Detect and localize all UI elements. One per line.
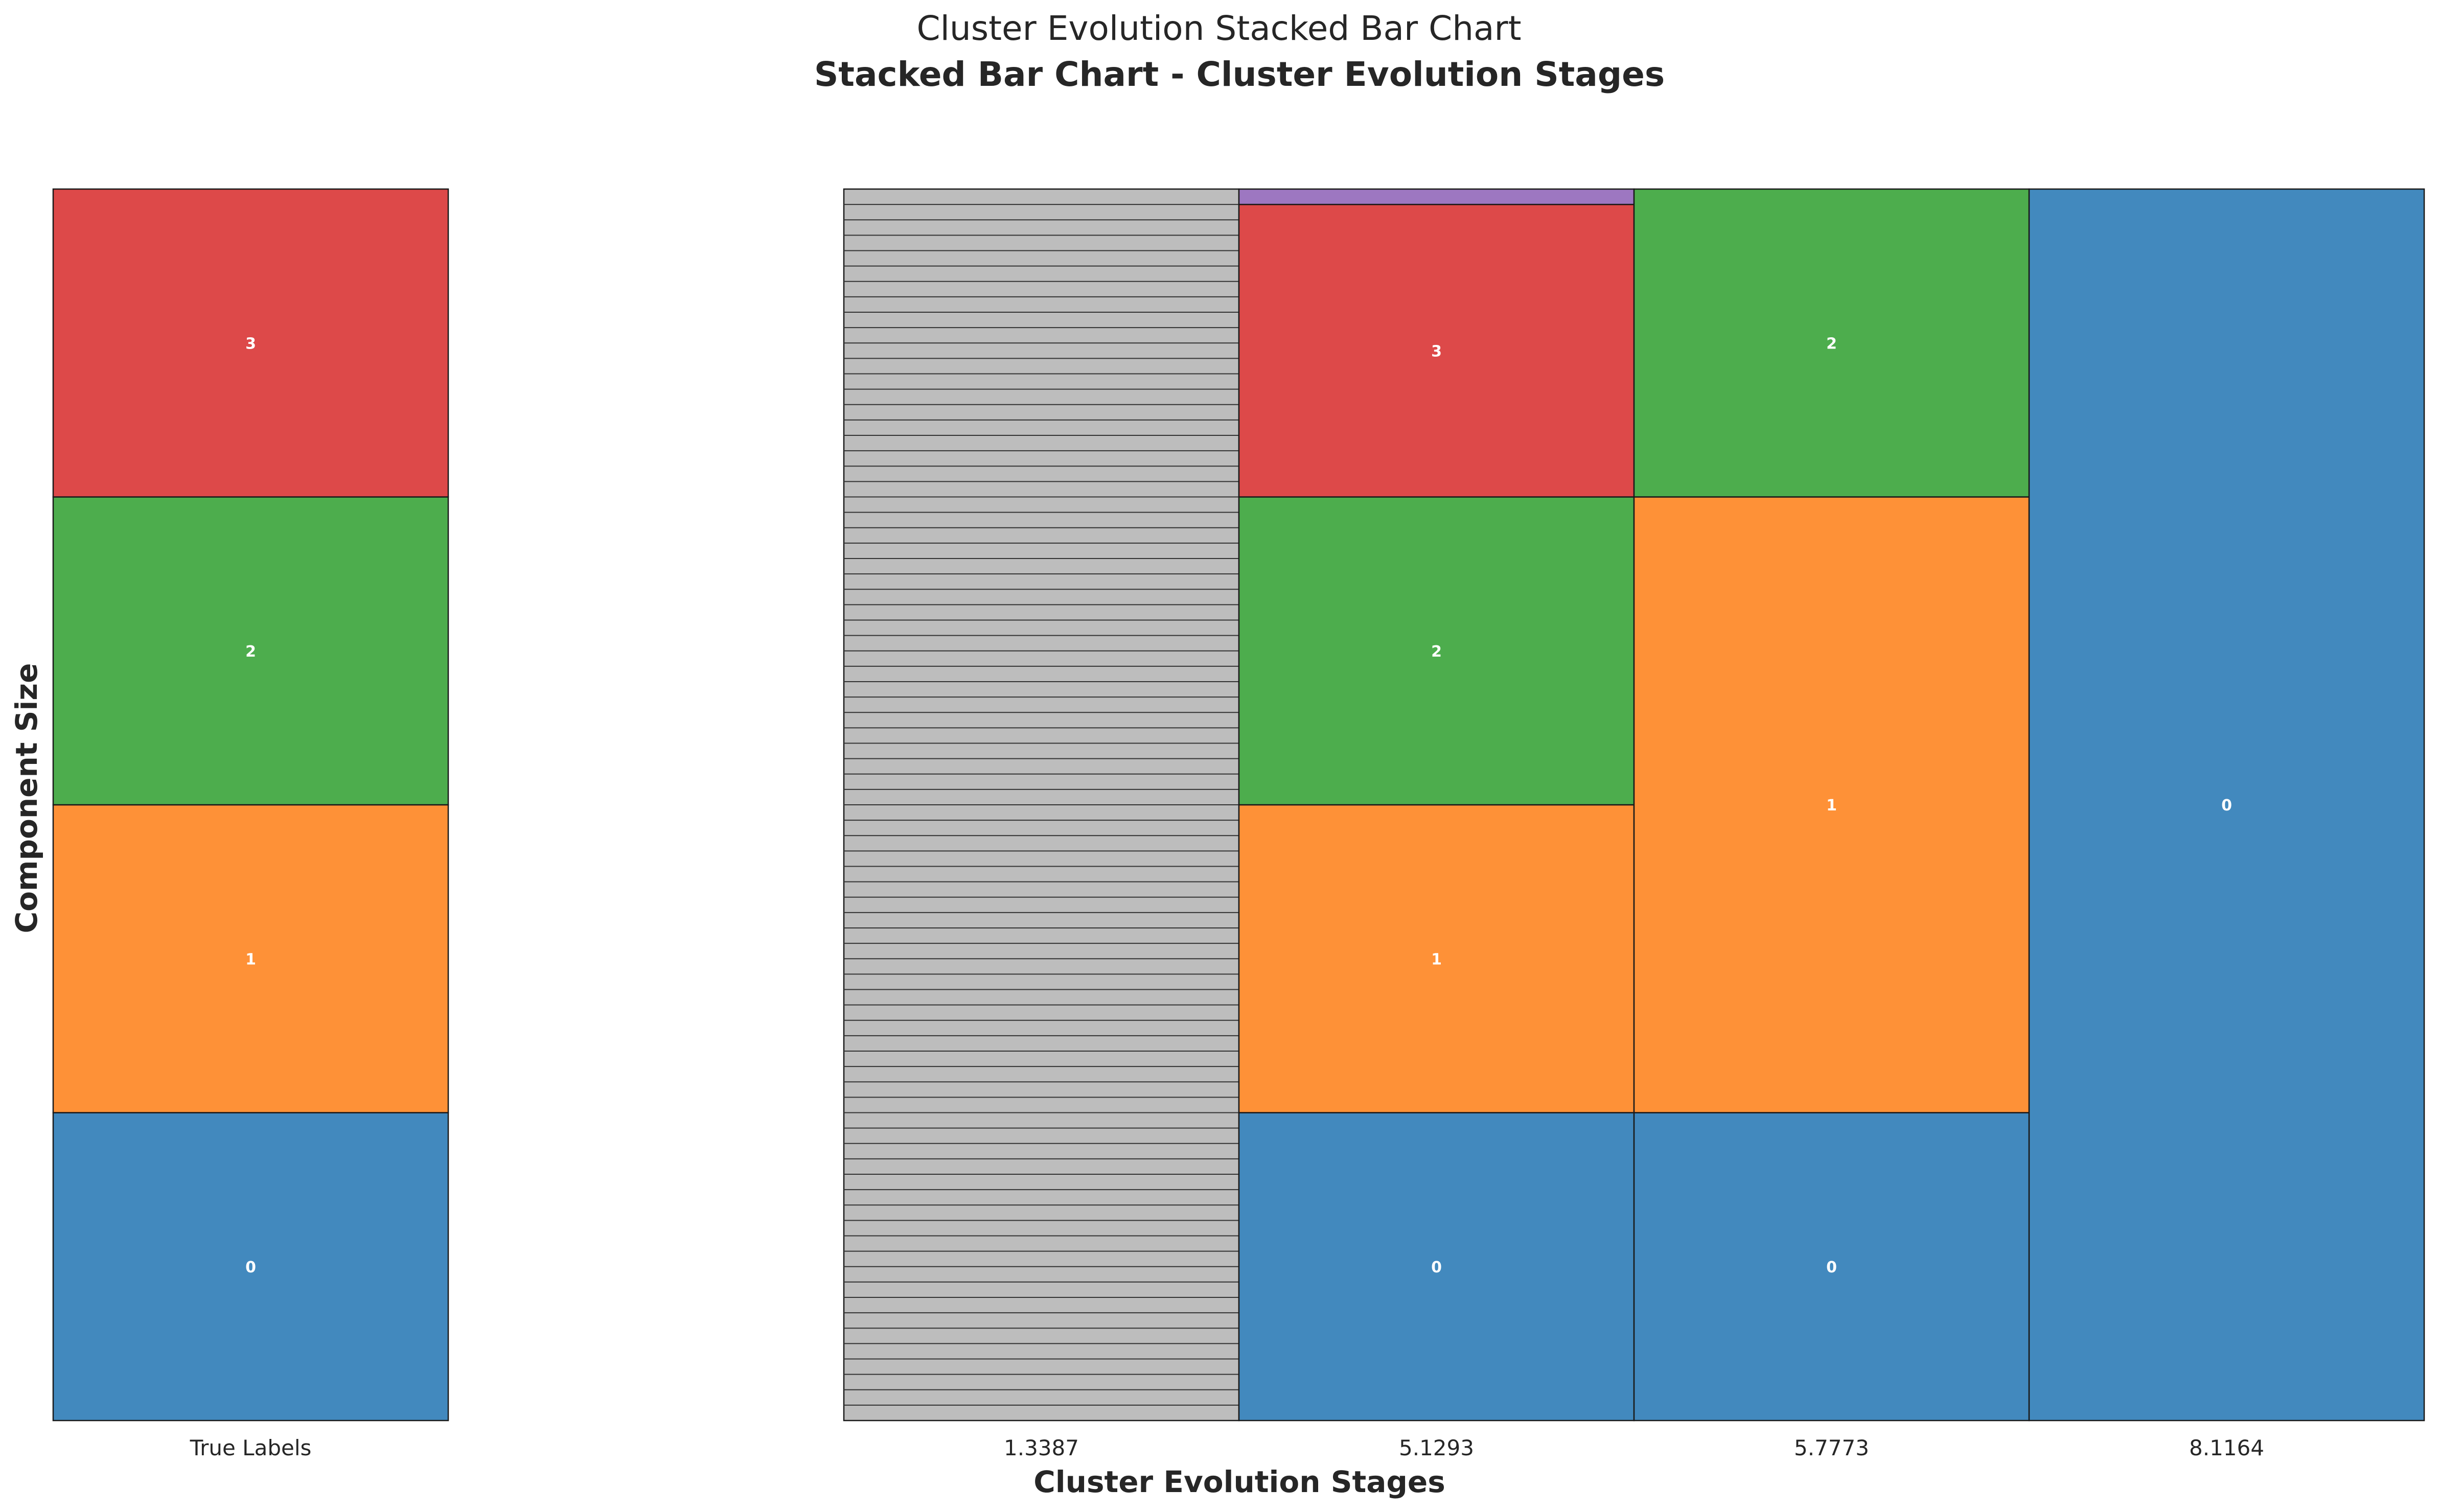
segment-label: 1 (245, 950, 256, 968)
segment-label: 3 (245, 335, 256, 353)
x-tick-label: 5.7773 (1794, 1435, 1869, 1460)
x-tick-label: 5.1293 (1399, 1435, 1474, 1460)
segment-label: 1 (1826, 797, 1837, 815)
segment-label: 2 (1826, 335, 1837, 353)
bar-segment (52, 1112, 449, 1422)
bar-segment (1633, 496, 2030, 1113)
segment-label: 1 (1431, 950, 1442, 968)
bar-segment (1238, 496, 1635, 806)
bar-segment (1238, 188, 1635, 205)
bar-segment (1238, 203, 1635, 498)
bar-segment (1238, 1112, 1635, 1422)
bars-layer: 0 1 2 3 0 1 2 3 0 1 2 0 (52, 188, 2425, 1422)
chart-title: Stacked Bar Chart - Cluster Evolution St… (814, 55, 1665, 94)
y-axis-label: Component Size (9, 663, 44, 934)
x-tick-labels: True Labels 1.3387 5.1293 5.7773 8.1164 (190, 1435, 2264, 1460)
bar-segment (52, 188, 449, 498)
bar-segment (1238, 804, 1635, 1113)
chart-suptitle: Cluster Evolution Stacked Bar Chart (916, 9, 1521, 48)
x-axis-label: Cluster Evolution Stages (1033, 1464, 1445, 1499)
segment-label: 2 (245, 643, 256, 661)
x-tick-label: 1.3387 (1004, 1435, 1079, 1460)
x-tick-label: True Labels (190, 1435, 312, 1460)
bar-segment (2028, 188, 2425, 1422)
segment-label: 0 (2221, 797, 2232, 815)
segment-label: 3 (1431, 342, 1442, 360)
segment-label: 0 (1431, 1259, 1442, 1276)
segment-label: 0 (1826, 1259, 1837, 1276)
bar-segment (1633, 1112, 2030, 1422)
x-tick-label: 8.1164 (2189, 1435, 2264, 1460)
bar-segment (52, 804, 449, 1113)
bar-segment (1633, 188, 2030, 498)
segment-label: 0 (245, 1259, 256, 1276)
segment-label: 2 (1431, 643, 1442, 661)
